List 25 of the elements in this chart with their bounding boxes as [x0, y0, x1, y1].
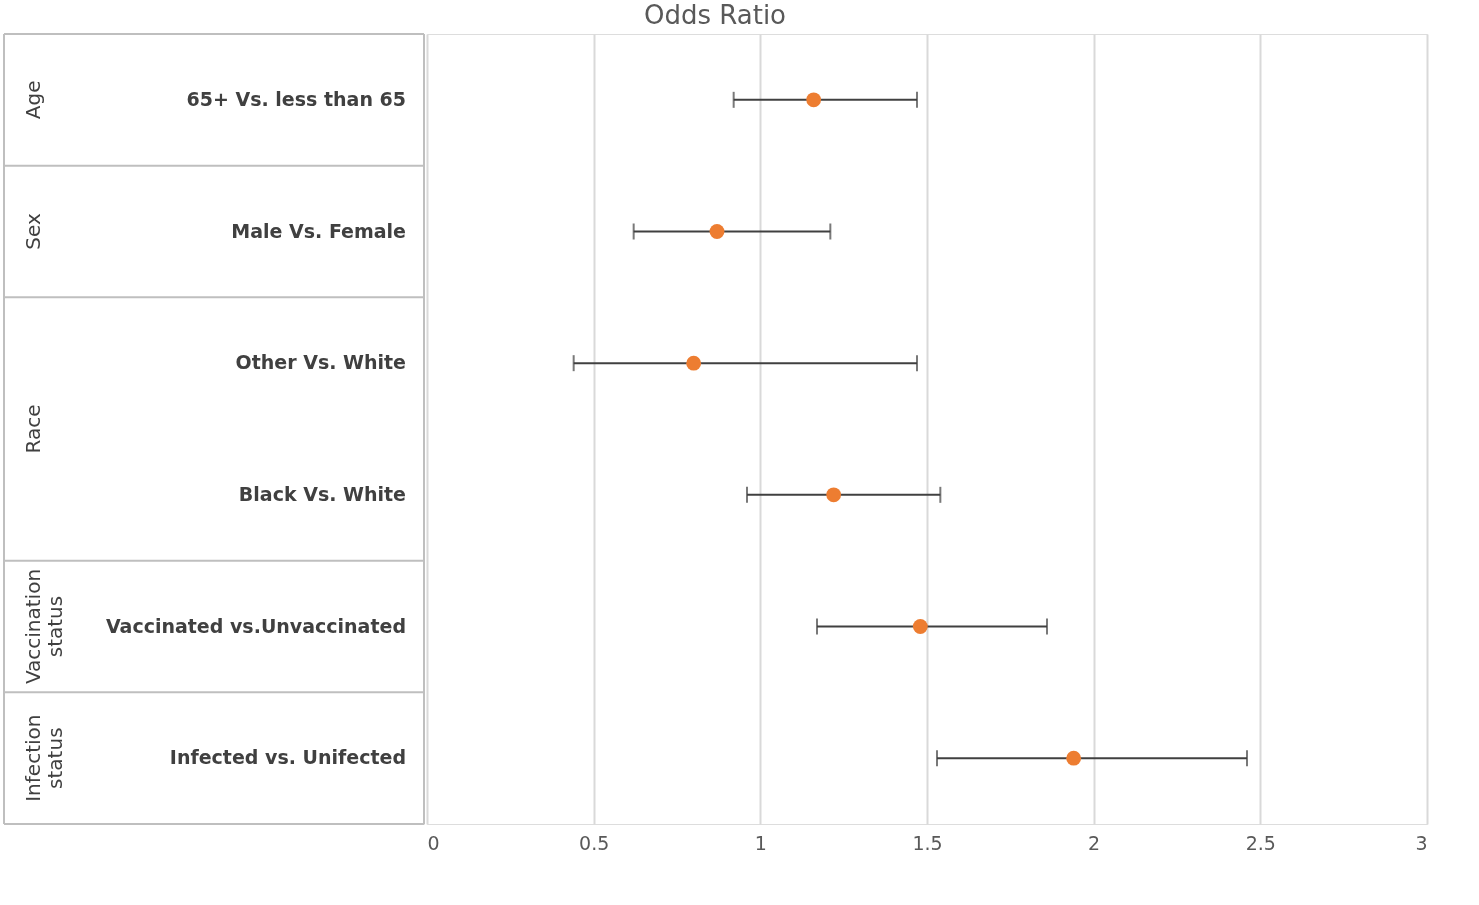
y-tick-label: Male Vs. Female — [231, 219, 406, 242]
y-tick-label: Black Vs. White — [238, 482, 406, 505]
y-tick-label: Infected vs. Unifected — [169, 746, 406, 769]
point — [686, 355, 702, 371]
text: Sex — [21, 213, 45, 250]
point — [912, 619, 928, 634]
point — [806, 92, 822, 108]
x-tick-label: 0 — [427, 831, 440, 854]
text: Age — [21, 80, 45, 120]
x-tick-label: 2 — [1088, 831, 1101, 854]
y-tick-label: Vaccinated vs.Unvaccinated — [105, 614, 406, 637]
x-tick-label: 0.5 — [579, 831, 610, 854]
point — [826, 487, 842, 503]
y-tick-label: 65+ Vs. less than 65 — [186, 87, 406, 110]
point — [709, 224, 725, 239]
chart-title: Odds Ratio — [643, 0, 787, 30]
x-tick-label: 1 — [754, 831, 767, 854]
x-tick-label: 1.5 — [912, 831, 943, 854]
point — [1066, 750, 1082, 766]
x-tick-label: 3 — [1415, 831, 1428, 854]
text: Infection status — [21, 714, 67, 802]
text: Vaccination status — [21, 568, 67, 685]
x-tick-label: 2.5 — [1245, 831, 1276, 854]
y-tick-label: Other Vs. White — [235, 351, 406, 374]
text: Race — [21, 404, 45, 454]
